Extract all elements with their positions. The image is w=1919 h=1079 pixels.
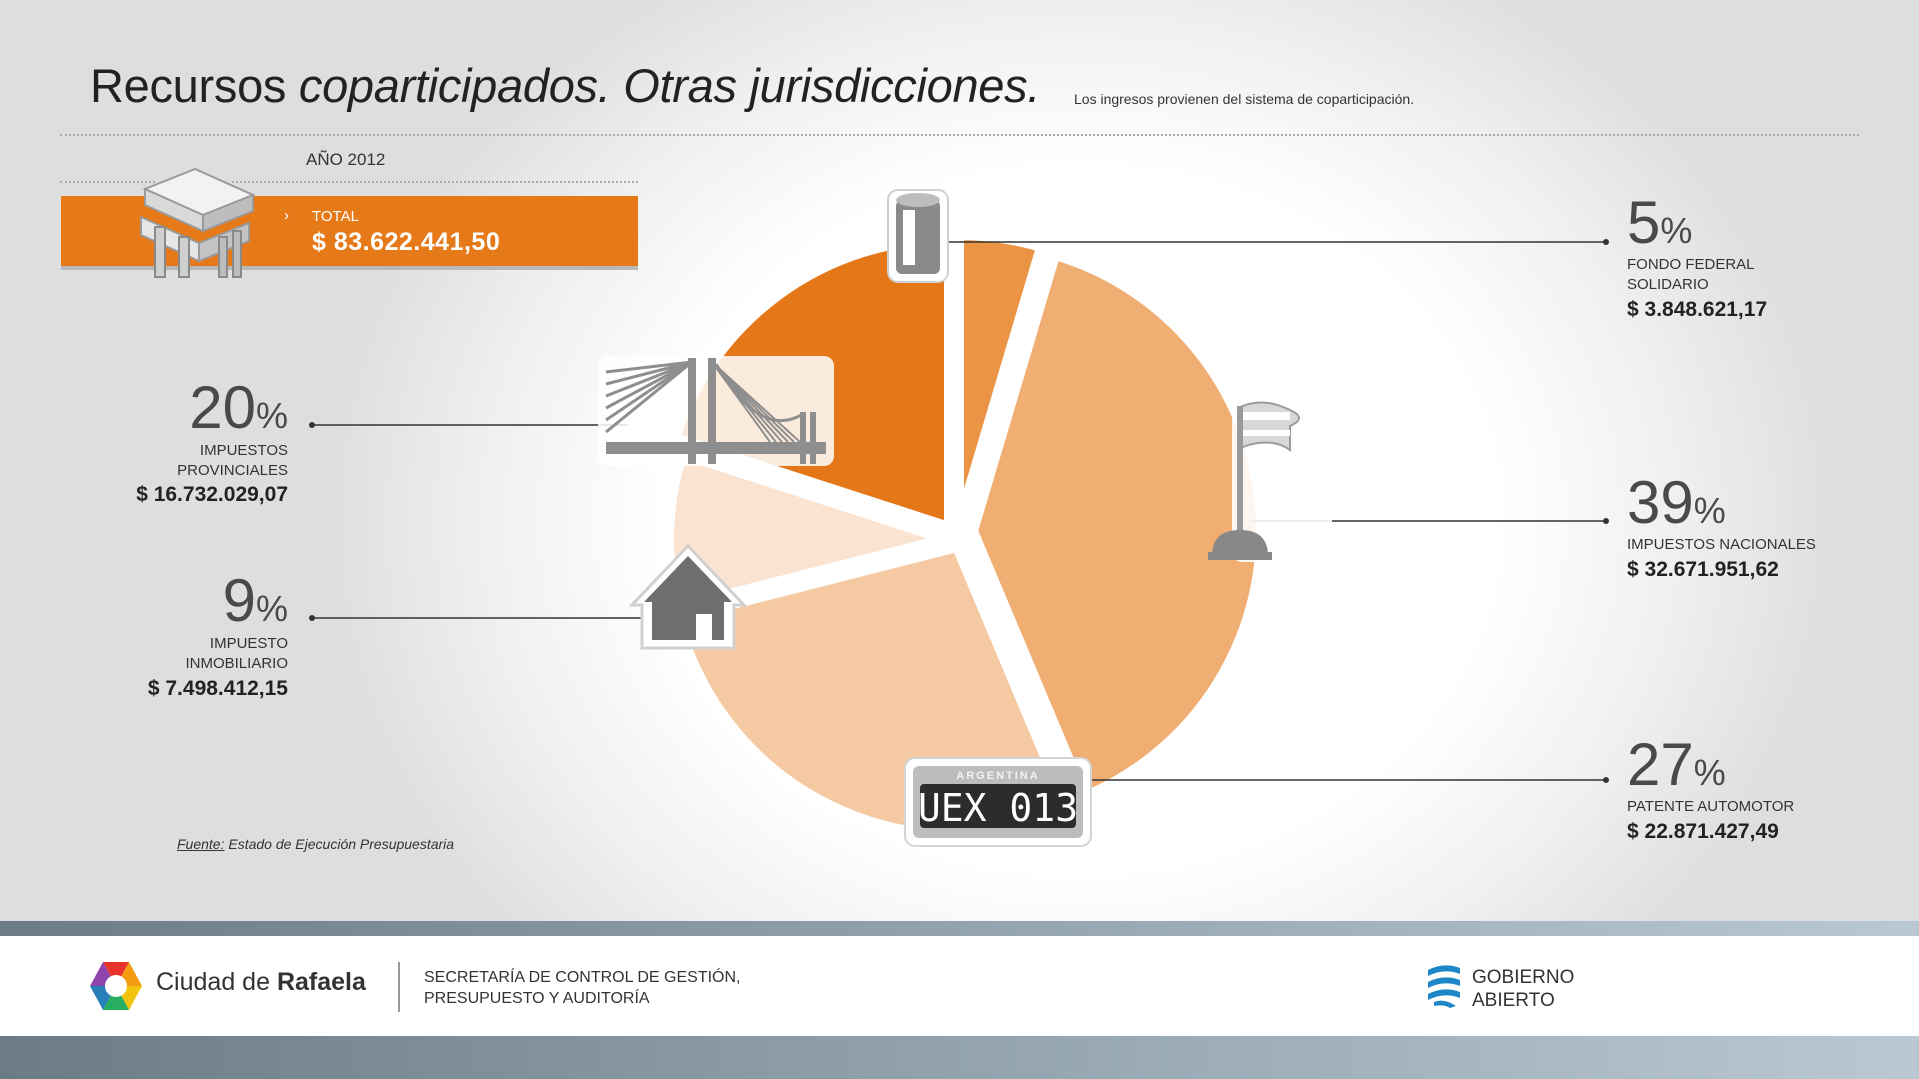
amount-nacionales: $ 32.671.951,62 — [1627, 558, 1779, 581]
total-label: TOTAL — [312, 208, 359, 225]
footer — [0, 936, 1919, 1036]
page-title: Recursos coparticipados. Otras jurisdicc… — [90, 58, 1040, 113]
leader-dot-provinciales — [309, 422, 315, 428]
footer-band-bottom — [0, 1036, 1919, 1079]
dotted-divider-left-a — [60, 181, 155, 183]
building-icon — [140, 167, 255, 278]
secretaria-label: SECRETARÍA DE CONTROL DE GESTIÓN, PRESUPU… — [424, 969, 741, 1007]
leader-dot-fondo — [1603, 239, 1609, 245]
year-label: AÑO 2012 — [306, 150, 386, 169]
svg-text:UEX 013: UEX 013 — [918, 786, 1078, 830]
total-arrow-icon: › — [284, 207, 289, 224]
leader-dot-nacionales — [1603, 518, 1609, 524]
page-subtitle: Los ingresos provienen del sistema de co… — [1074, 91, 1415, 107]
cat-label-provinciales: IMPUESTOS PROVINCIALES — [177, 442, 288, 479]
pct-label-provinciales: 20% — [189, 374, 288, 441]
gobierno-abierto-label: GOBIERNO ABIERTO — [1472, 967, 1575, 1011]
title-normal-part: Recursos — [90, 59, 299, 112]
license-plate-icon: ARGENTINA UEX 013 — [904, 757, 1092, 847]
cat-label-fondo: FONDO FEDERAL SOLIDARIO — [1627, 256, 1755, 293]
title-italic-part: coparticipados. Otras jurisdicciones. — [298, 59, 1041, 112]
pct-label-patente: 27% — [1627, 731, 1726, 798]
amount-patente: $ 22.871.427,49 — [1627, 820, 1779, 843]
house-icon — [628, 543, 748, 650]
cat-label-nacionales: IMPUESTOS NACIONALES — [1627, 536, 1816, 553]
bridge-icon — [598, 356, 834, 466]
amount-provinciales: $ 16.732.029,07 — [136, 483, 288, 506]
amount-inmobiliario: $ 7.498.412,15 — [147, 677, 288, 700]
fuel-barrel-icon — [887, 189, 949, 283]
total-value: $ 83.622.441,50 — [312, 228, 501, 256]
flag-icon — [1208, 400, 1332, 562]
pct-label-nacionales: 39% — [1627, 469, 1726, 536]
source-note: Fuente: Estado de Ejecución Presupuestar… — [177, 836, 455, 852]
svg-text:ARGENTINA: ARGENTINA — [956, 770, 1039, 782]
footer-divider — [398, 962, 400, 1012]
cat-label-patente: PATENTE AUTOMOTOR — [1627, 798, 1795, 815]
pie-slice-fondo — [954, 229, 1048, 525]
pct-label-fondo: 5% — [1627, 189, 1693, 256]
footer-band-top — [0, 921, 1919, 936]
cat-label-inmobiliario: IMPUESTO INMOBILIARIO — [185, 635, 288, 672]
rafaela-logo-icon — [90, 962, 142, 1010]
dotted-divider-top — [60, 134, 1859, 136]
leader-dot-inmobiliario — [309, 615, 315, 621]
dotted-divider-left-b — [232, 181, 638, 183]
city-brand: Ciudad de Rafaela — [156, 968, 366, 996]
gobierno-abierto-logo-icon — [1428, 965, 1460, 1008]
pct-label-inmobiliario: 9% — [222, 567, 288, 634]
leader-dot-patente — [1603, 777, 1609, 783]
amount-fondo: $ 3.848.621,17 — [1627, 298, 1768, 321]
